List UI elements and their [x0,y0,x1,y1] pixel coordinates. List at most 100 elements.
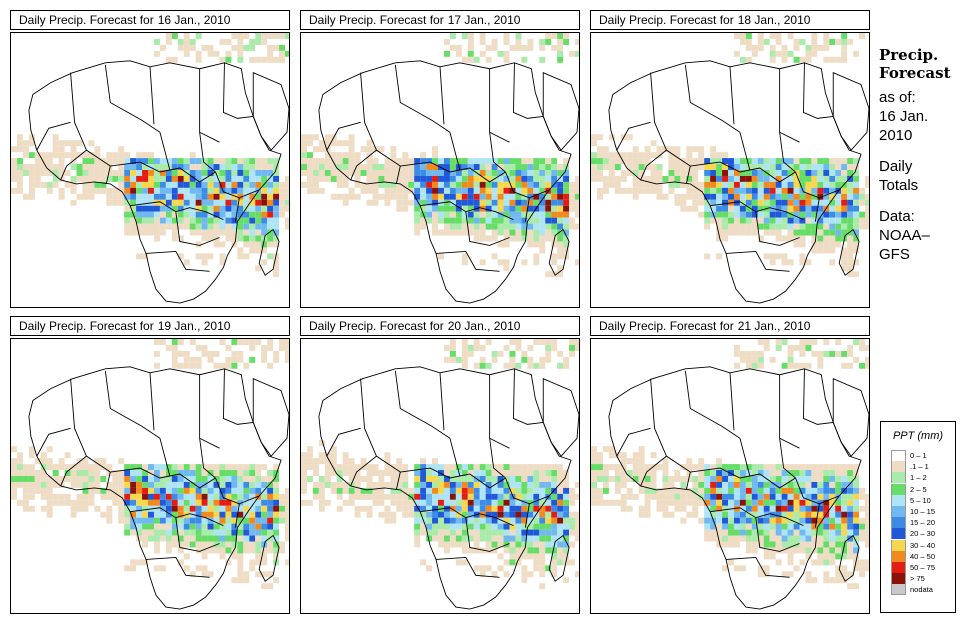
precip-cell [769,170,776,176]
precip-cell [805,205,812,212]
precip-cell [775,476,782,482]
precip-cell [769,56,776,63]
precip-cell [497,470,504,476]
precip-cell [817,559,824,566]
precip-cell [207,356,214,363]
precip-cell [58,493,65,500]
precip-cell [124,211,131,218]
precip-cell [189,535,196,542]
precip-cell [273,470,280,476]
precip-cell [414,517,421,524]
precip-cell [757,187,764,194]
precip-cell [249,38,256,45]
precip-cell [420,193,427,200]
precip-cell [787,535,794,542]
precip-cell [728,529,734,536]
precip-cell [261,187,268,194]
precip-cell [763,339,770,345]
country-border [755,211,800,246]
precip-cell [503,199,510,206]
precip-cell [255,193,262,200]
precip-cell [414,217,421,224]
precip-cell [686,158,693,165]
precip-cell [243,529,250,536]
precip-cell [70,476,77,482]
precip-cell [449,217,456,224]
precip-cell [318,164,325,170]
precip-cell [342,152,349,159]
precip-cell [273,553,280,560]
precip-cell [557,529,564,536]
legend-item: 0 – 1 [891,450,955,462]
precip-cell [142,470,149,476]
precip-cell [40,464,47,471]
precip-cell [461,229,468,236]
precip-cell [841,50,848,57]
precip-cell [769,505,776,512]
precip-cell [189,38,196,45]
precip-cell [249,565,256,572]
precip-cell [509,511,516,518]
precip-cell [751,44,758,51]
precip-cell [865,181,869,188]
precip-cell [195,253,202,260]
precip-cell [527,181,534,188]
precip-cell [273,547,280,554]
precip-cell [563,205,570,212]
precip-cell [602,499,609,506]
precip-cell [686,170,693,176]
precip-cell [626,187,633,194]
precip-cell [515,481,522,488]
precip-cell [521,541,528,548]
precip-cell [249,199,256,206]
precip-cell [680,181,687,188]
precip-cell [859,529,866,536]
precip-cell [426,181,433,188]
precip-cell [443,481,450,488]
precip-cell [626,487,633,494]
precip-cell [237,229,244,236]
precip-cell [148,229,154,236]
precip-cell [674,493,681,500]
precip-cell [775,235,782,242]
precip-cell [638,476,645,482]
precip-cell [58,158,65,165]
precip-cell [485,170,492,176]
precip-cell [58,164,65,170]
precip-cell [775,535,782,542]
precip-cell [177,211,184,218]
precip-cell [817,529,824,536]
precip-cell [225,511,232,518]
precip-cell [273,217,280,224]
precip-cell [306,181,313,188]
precip-cell [219,493,226,500]
precip-cell [213,493,220,500]
precip-cell [426,217,433,224]
precip-cell [509,362,516,369]
precip-cell [318,476,325,482]
precip-cell [165,541,172,548]
asof-line3: 2010 [879,127,913,144]
precip-cell [153,505,160,512]
precip-cell [491,476,498,482]
precip-cell [650,164,657,170]
precip-cell [16,134,23,141]
precip-cell [455,223,462,230]
precip-cell [533,241,540,248]
precip-cell [106,187,113,194]
precip-cell [159,487,166,494]
precip-cell [763,253,770,260]
precip-cell [817,541,824,548]
precip-cell [704,199,711,206]
precip-cell [656,505,663,512]
precip-cell [503,529,510,536]
precip-cell [473,181,480,188]
precip-cell [402,505,409,512]
precip-cell [835,164,842,170]
precip-cell [285,33,289,39]
precip-cell [261,511,268,518]
precip-cell [799,535,806,542]
precip-cell [602,464,609,471]
precip-cell [799,350,806,357]
precip-cell [533,193,540,200]
